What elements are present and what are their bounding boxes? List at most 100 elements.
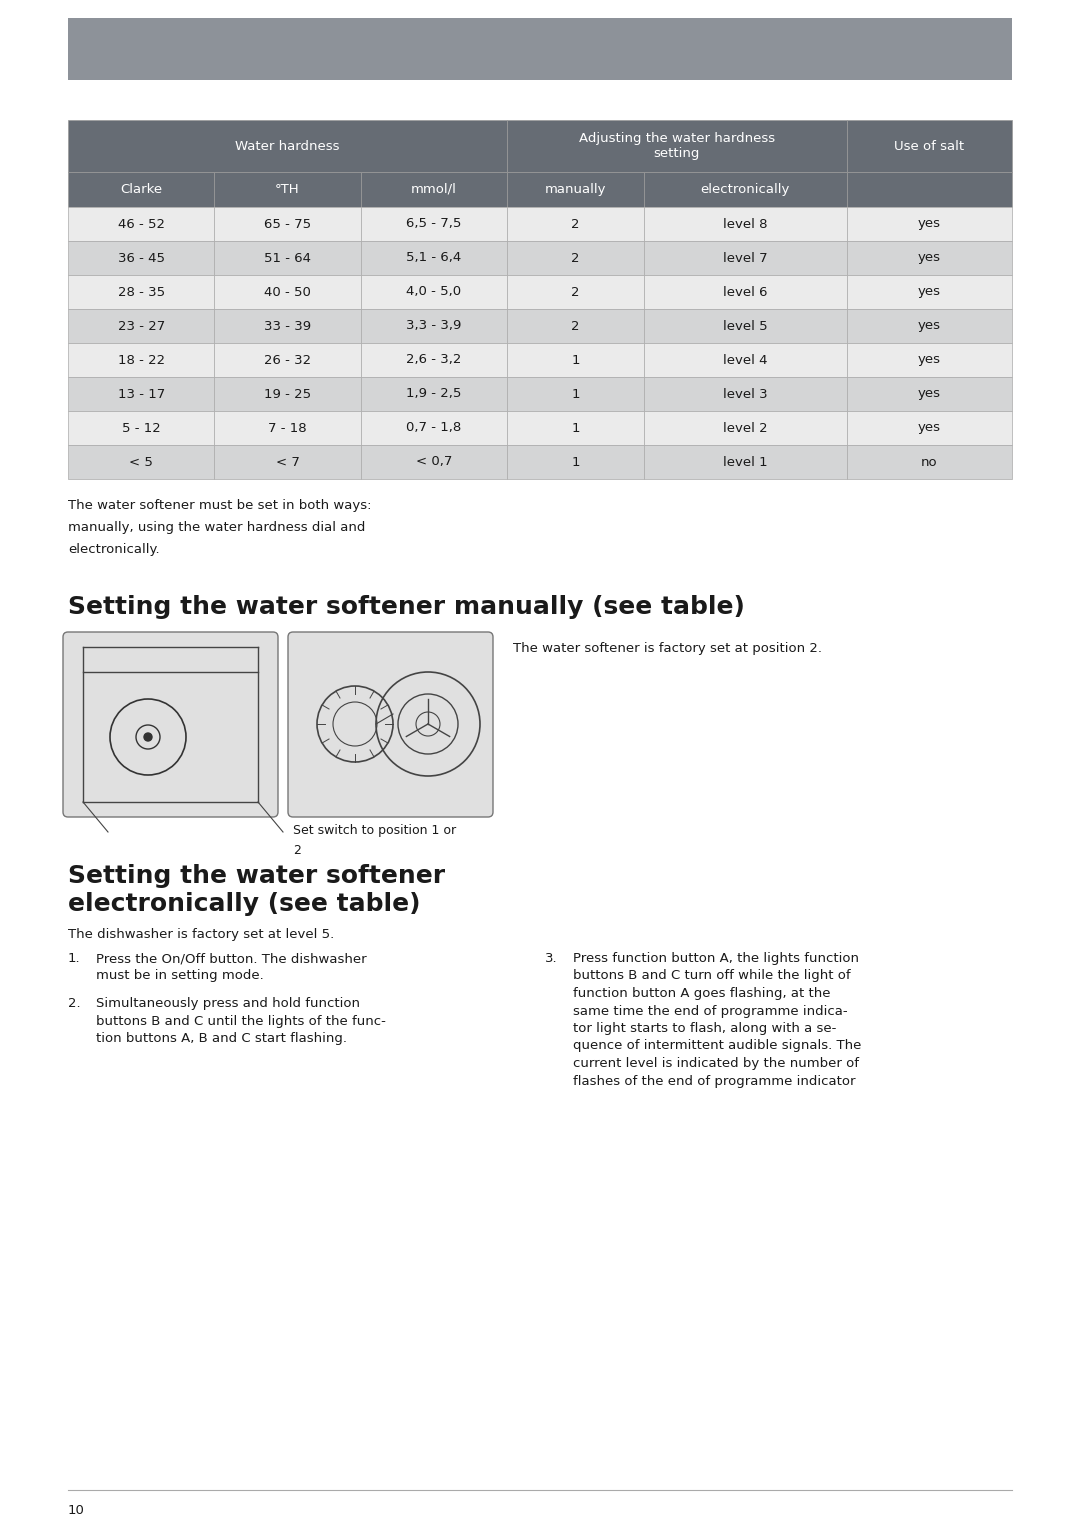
Text: 28 - 35: 28 - 35 <box>118 286 165 298</box>
Text: Clarke: Clarke <box>120 183 162 196</box>
Text: 65 - 75: 65 - 75 <box>264 217 311 231</box>
Text: 2: 2 <box>571 286 580 298</box>
Bar <box>68 342 214 378</box>
Text: 40 - 50: 40 - 50 <box>264 286 311 298</box>
Bar <box>361 171 507 206</box>
Bar <box>847 378 1012 411</box>
Bar <box>68 18 1012 80</box>
Text: 26 - 32: 26 - 32 <box>264 353 311 367</box>
Text: yes: yes <box>918 251 941 265</box>
Text: same time the end of programme indica-: same time the end of programme indica- <box>573 1005 848 1017</box>
Bar <box>847 171 1012 206</box>
FancyBboxPatch shape <box>63 631 278 816</box>
Text: function button A goes flashing, at the: function button A goes flashing, at the <box>573 988 831 1000</box>
Text: 1: 1 <box>571 456 580 468</box>
Text: < 5: < 5 <box>130 456 153 468</box>
Text: buttons B and C until the lights of the func-: buttons B and C until the lights of the … <box>96 1015 386 1027</box>
Bar <box>214 242 361 275</box>
Text: tion buttons A, B and C start flashing.: tion buttons A, B and C start flashing. <box>96 1032 347 1044</box>
Circle shape <box>144 732 152 742</box>
Bar <box>507 309 644 342</box>
Bar <box>214 309 361 342</box>
FancyBboxPatch shape <box>288 631 492 816</box>
Text: 1,9 - 2,5: 1,9 - 2,5 <box>406 387 461 401</box>
Bar <box>214 206 361 242</box>
Text: current level is indicated by the number of: current level is indicated by the number… <box>573 1057 859 1070</box>
Bar <box>68 445 214 479</box>
Text: yes: yes <box>918 353 941 367</box>
Text: yes: yes <box>918 217 941 231</box>
Text: 1.: 1. <box>68 953 81 965</box>
Bar <box>214 411 361 445</box>
Text: Press function button A, the lights function: Press function button A, the lights func… <box>573 953 859 965</box>
Text: buttons B and C turn off while the light of: buttons B and C turn off while the light… <box>573 969 851 983</box>
Text: 6,5 - 7,5: 6,5 - 7,5 <box>406 217 461 231</box>
Bar <box>361 445 507 479</box>
Bar <box>644 206 847 242</box>
Bar <box>847 411 1012 445</box>
Text: 7 - 18: 7 - 18 <box>268 422 307 434</box>
Bar <box>361 411 507 445</box>
Text: level 2: level 2 <box>723 422 768 434</box>
Text: The dishwasher is factory set at level 5.: The dishwasher is factory set at level 5… <box>68 928 334 940</box>
Text: Adjusting the water hardness
setting: Adjusting the water hardness setting <box>579 131 775 161</box>
Bar <box>361 242 507 275</box>
Text: 3,3 - 3,9: 3,3 - 3,9 <box>406 320 461 332</box>
Bar <box>361 275 507 309</box>
Bar <box>847 242 1012 275</box>
Text: level 8: level 8 <box>724 217 768 231</box>
Bar <box>644 445 847 479</box>
Bar <box>847 206 1012 242</box>
Text: 1: 1 <box>571 422 580 434</box>
Bar <box>68 309 214 342</box>
Bar <box>507 378 644 411</box>
Text: yes: yes <box>918 387 941 401</box>
Text: yes: yes <box>918 422 941 434</box>
Text: 19 - 25: 19 - 25 <box>264 387 311 401</box>
Text: 23 - 27: 23 - 27 <box>118 320 165 332</box>
Text: Simultaneously press and hold function: Simultaneously press and hold function <box>96 997 360 1011</box>
Text: level 6: level 6 <box>724 286 768 298</box>
Text: tor light starts to flash, along with a se-: tor light starts to flash, along with a … <box>573 1021 836 1035</box>
Bar <box>507 342 644 378</box>
Text: °TH: °TH <box>275 183 300 196</box>
Text: Press the On/Off button. The dishwasher: Press the On/Off button. The dishwasher <box>96 953 366 965</box>
Text: 2: 2 <box>571 251 580 265</box>
Text: Setting the water softener manually (see table): Setting the water softener manually (see… <box>68 595 745 619</box>
Text: yes: yes <box>918 286 941 298</box>
Text: 1: 1 <box>571 387 580 401</box>
Bar <box>507 206 644 242</box>
Text: no: no <box>921 456 937 468</box>
Bar <box>507 411 644 445</box>
Text: electronically.: electronically. <box>68 543 160 557</box>
Bar <box>847 275 1012 309</box>
Text: electronically: electronically <box>701 183 789 196</box>
Text: must be in setting mode.: must be in setting mode. <box>96 969 264 983</box>
Bar <box>214 445 361 479</box>
Text: < 7: < 7 <box>275 456 299 468</box>
Text: manually, using the water hardness dial and: manually, using the water hardness dial … <box>68 521 365 534</box>
Text: manually: manually <box>544 183 606 196</box>
Text: The water softener must be set in both ways:: The water softener must be set in both w… <box>68 498 372 512</box>
Bar <box>644 309 847 342</box>
Text: 2: 2 <box>293 844 301 856</box>
Bar <box>68 411 214 445</box>
Bar <box>507 171 644 206</box>
Bar <box>214 342 361 378</box>
Text: mmol/l: mmol/l <box>410 183 457 196</box>
Text: yes: yes <box>918 320 941 332</box>
Text: level 4: level 4 <box>724 353 768 367</box>
Bar <box>214 275 361 309</box>
Text: Set switch to position 1 or: Set switch to position 1 or <box>293 824 456 836</box>
Bar <box>68 242 214 275</box>
Text: 51 - 64: 51 - 64 <box>264 251 311 265</box>
Bar <box>644 342 847 378</box>
Text: 33 - 39: 33 - 39 <box>264 320 311 332</box>
Bar <box>644 378 847 411</box>
Bar <box>507 275 644 309</box>
Text: < 0,7: < 0,7 <box>416 456 453 468</box>
Bar <box>214 378 361 411</box>
Bar <box>68 206 214 242</box>
Bar <box>68 378 214 411</box>
Text: 2.: 2. <box>68 997 81 1011</box>
